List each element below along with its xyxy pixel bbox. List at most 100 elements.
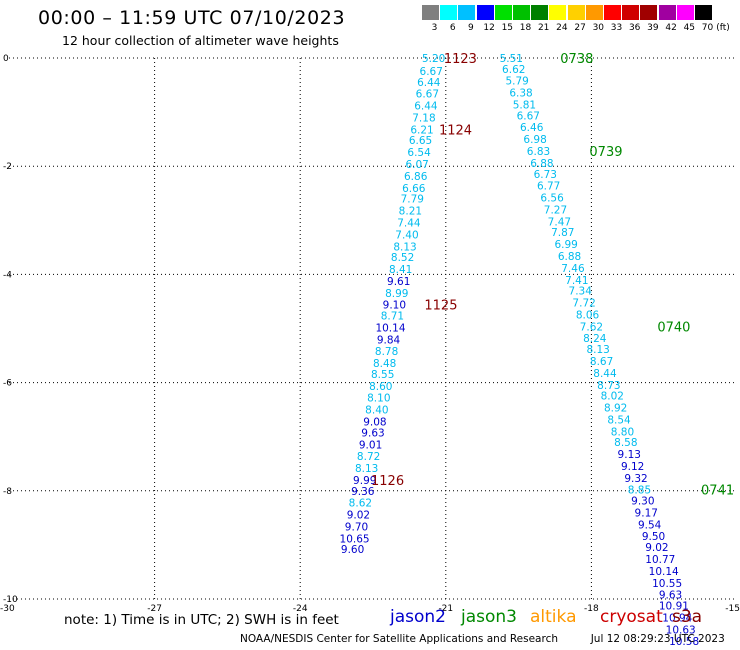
swh-value: 9.63 (659, 590, 682, 602)
swh-value: 8.71 (381, 311, 404, 323)
swh-value: 8.52 (391, 252, 414, 264)
swh-value: 7.46 (561, 263, 585, 275)
legend-swatch-label: 30 (592, 23, 605, 33)
pass-time-label: 1124 (439, 123, 472, 138)
swh-value: 6.98 (523, 134, 546, 146)
swh-value: 8.55 (371, 369, 394, 381)
chart-subtitle: 12 hour collection of altimeter wave hei… (62, 33, 339, 48)
swh-value: 5.51 (500, 53, 523, 65)
legend-swatch (422, 5, 439, 20)
x-tick-label: -15 (725, 604, 740, 614)
pass-time-label: 0741 (701, 484, 734, 499)
swh-value: 8.60 (369, 381, 392, 393)
swh-value: 6.56 (540, 193, 564, 205)
swh-value: 9.50 (642, 531, 665, 543)
swh-value: 6.38 (509, 88, 532, 100)
swh-value: 6.99 (554, 239, 577, 251)
legend-swatch (676, 5, 694, 20)
satellite-label-jason2: jason2 (390, 607, 446, 627)
swh-value: 8.24 (583, 333, 607, 345)
swh-value: 6.88 (558, 251, 581, 263)
swh-value: 6.44 (414, 101, 438, 113)
legend-swatch-label: 33 (610, 23, 623, 33)
satellite-label-altika: altika (530, 607, 577, 627)
chart-title: 00:00 – 11:59 UTC 07/10/2023 (38, 7, 346, 29)
swh-value: 10.63 (666, 624, 696, 636)
legend-swatch-label: 12 (483, 23, 495, 33)
legend-swatch (440, 5, 458, 20)
swh-value: 8.13 (355, 463, 378, 475)
swh-value: 8.73 (597, 380, 620, 392)
swh-value: 7.41 (565, 275, 588, 287)
swh-value: 10.58 (669, 636, 699, 648)
pass-time-label: 0738 (560, 52, 593, 67)
swh-value: 9.13 (618, 449, 641, 461)
swh-value: 9.36 (351, 486, 375, 498)
swh-value: 8.13 (586, 344, 609, 356)
swh-value: 9.01 (359, 439, 382, 451)
swh-value: 10.77 (645, 554, 675, 566)
swh-value: 9.84 (377, 334, 401, 346)
swh-value: 9.54 (638, 519, 662, 531)
y-tick-label: -2 (3, 162, 12, 172)
legend-swatch (585, 5, 603, 20)
legend-swatch-label: 18 (519, 23, 532, 33)
swh-value: 8.99 (385, 288, 408, 300)
y-tick-label: 0 (3, 54, 9, 64)
swh-value: 9.32 (624, 473, 647, 485)
swh-value: 6.67 (416, 89, 439, 101)
credit-text: NOAA/NESDIS Center for Satellite Applica… (240, 633, 558, 645)
swh-value: 10.65 (340, 533, 370, 545)
legend-swatch-label: 45 (683, 23, 696, 33)
pass-time-label: 1125 (424, 299, 457, 314)
swh-value: 7.27 (544, 204, 567, 216)
legend-unit: (ft) (716, 23, 730, 33)
pass-time-label: 1126 (371, 474, 404, 489)
swh-value: 6.67 (420, 66, 443, 78)
satellite-label-cryosat: cryosat (600, 607, 663, 627)
legend-swatch (476, 5, 494, 20)
x-tick-label: -18 (584, 604, 599, 614)
legend-swatch-label: 15 (501, 23, 514, 33)
legend-swatch-label: 24 (556, 23, 568, 33)
swh-value: 6.73 (534, 169, 557, 181)
swh-value: 10.14 (649, 566, 679, 578)
swh-value: 7.40 (395, 229, 418, 241)
swh-value: 8.44 (593, 368, 617, 380)
footer-credit: NOAA/NESDIS Center for Satellite Applica… (240, 633, 725, 645)
swh-value: 10.94 (662, 612, 692, 624)
x-tick-label: -27 (147, 604, 162, 614)
swh-value: 8.54 (607, 414, 631, 426)
footer-note: note: 1) Time is in UTC; 2) SWH is in fe… (64, 612, 339, 628)
swh-value: 6.65 (409, 135, 432, 147)
legend-swatch (458, 5, 476, 20)
swh-value: 8.06 (576, 309, 600, 321)
y-tick-label: -10 (3, 595, 18, 605)
swh-value: 9.99 (353, 475, 376, 487)
swh-value: 6.07 (405, 159, 428, 171)
swh-value: 6.44 (417, 77, 441, 89)
swh-value: 6.88 (530, 158, 553, 170)
swh-value: 6.77 (537, 181, 560, 193)
pass-time-label: 0739 (589, 145, 622, 160)
legend-swatch (567, 5, 585, 20)
legend-swatch-label: 39 (647, 23, 659, 33)
swh-value: 7.79 (401, 194, 424, 206)
legend-swatch-label: 3 (431, 23, 438, 33)
swh-value: 9.12 (621, 461, 644, 473)
swh-value: 8.58 (614, 437, 637, 449)
swh-value: 8.40 (365, 405, 388, 417)
legend-swatch (658, 5, 676, 20)
swh-value: 8.62 (349, 498, 372, 510)
x-tick-label: -24 (293, 604, 308, 614)
legend-swatch (695, 5, 712, 20)
swh-value: 8.85 (628, 485, 651, 497)
swh-value: 8.72 (357, 451, 380, 463)
swh-value: 9.30 (631, 496, 654, 508)
legend-swatch-label: 21 (537, 23, 550, 33)
swh-value: 6.54 (407, 147, 431, 159)
legend-swatch (549, 5, 567, 20)
legend-swatch (494, 5, 512, 20)
swh-value: 6.67 (517, 110, 540, 122)
swh-value: 8.67 (590, 356, 613, 368)
